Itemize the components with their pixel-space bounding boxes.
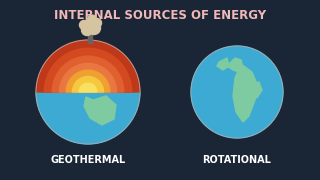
Text: INTERNAL SOURCES OF ENERGY: INTERNAL SOURCES OF ENERGY: [54, 8, 266, 21]
Circle shape: [79, 21, 89, 30]
Bar: [88, 30, 92, 43]
Wedge shape: [60, 63, 116, 92]
Polygon shape: [227, 58, 243, 72]
Polygon shape: [84, 96, 116, 125]
Text: GEOTHERMAL: GEOTHERMAL: [50, 155, 126, 165]
Circle shape: [191, 46, 283, 138]
Circle shape: [87, 21, 100, 35]
Wedge shape: [36, 92, 140, 144]
Text: ROTATIONAL: ROTATIONAL: [203, 155, 271, 165]
Circle shape: [84, 19, 95, 30]
Wedge shape: [79, 83, 97, 92]
Wedge shape: [66, 70, 110, 92]
Circle shape: [88, 15, 96, 23]
Polygon shape: [217, 58, 229, 70]
Circle shape: [92, 19, 101, 28]
Wedge shape: [44, 48, 132, 92]
Polygon shape: [251, 82, 262, 98]
Polygon shape: [233, 64, 257, 122]
Wedge shape: [52, 56, 124, 92]
Circle shape: [82, 24, 92, 35]
Wedge shape: [36, 40, 140, 92]
Wedge shape: [72, 76, 104, 92]
